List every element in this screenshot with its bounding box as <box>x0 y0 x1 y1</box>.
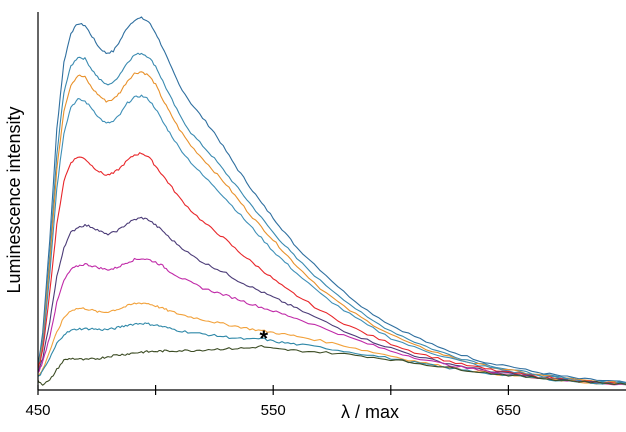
series-layer <box>37 16 626 386</box>
spectrum-line-3 <box>37 71 626 385</box>
spectrum-line-5 <box>37 152 626 386</box>
asterisk-annotation: * <box>260 326 269 351</box>
x-tick-label-450: 450 <box>25 402 50 419</box>
y-axis-title: Luminescence intensity <box>4 106 24 293</box>
spectrum-line-6 <box>37 216 626 385</box>
x-tick-label-550: 550 <box>261 402 286 419</box>
spectrum-line-4 <box>37 94 626 385</box>
spectrum-line-1 <box>37 16 626 383</box>
x-axis-title: λ / max <box>341 402 399 422</box>
spectrum-line-10 <box>37 344 626 386</box>
spectrum-line-7 <box>37 257 626 386</box>
x-ticks: 450 550 650 <box>25 385 521 419</box>
x-tick-label-650: 650 <box>496 402 521 419</box>
spectrum-line-2 <box>37 52 626 384</box>
